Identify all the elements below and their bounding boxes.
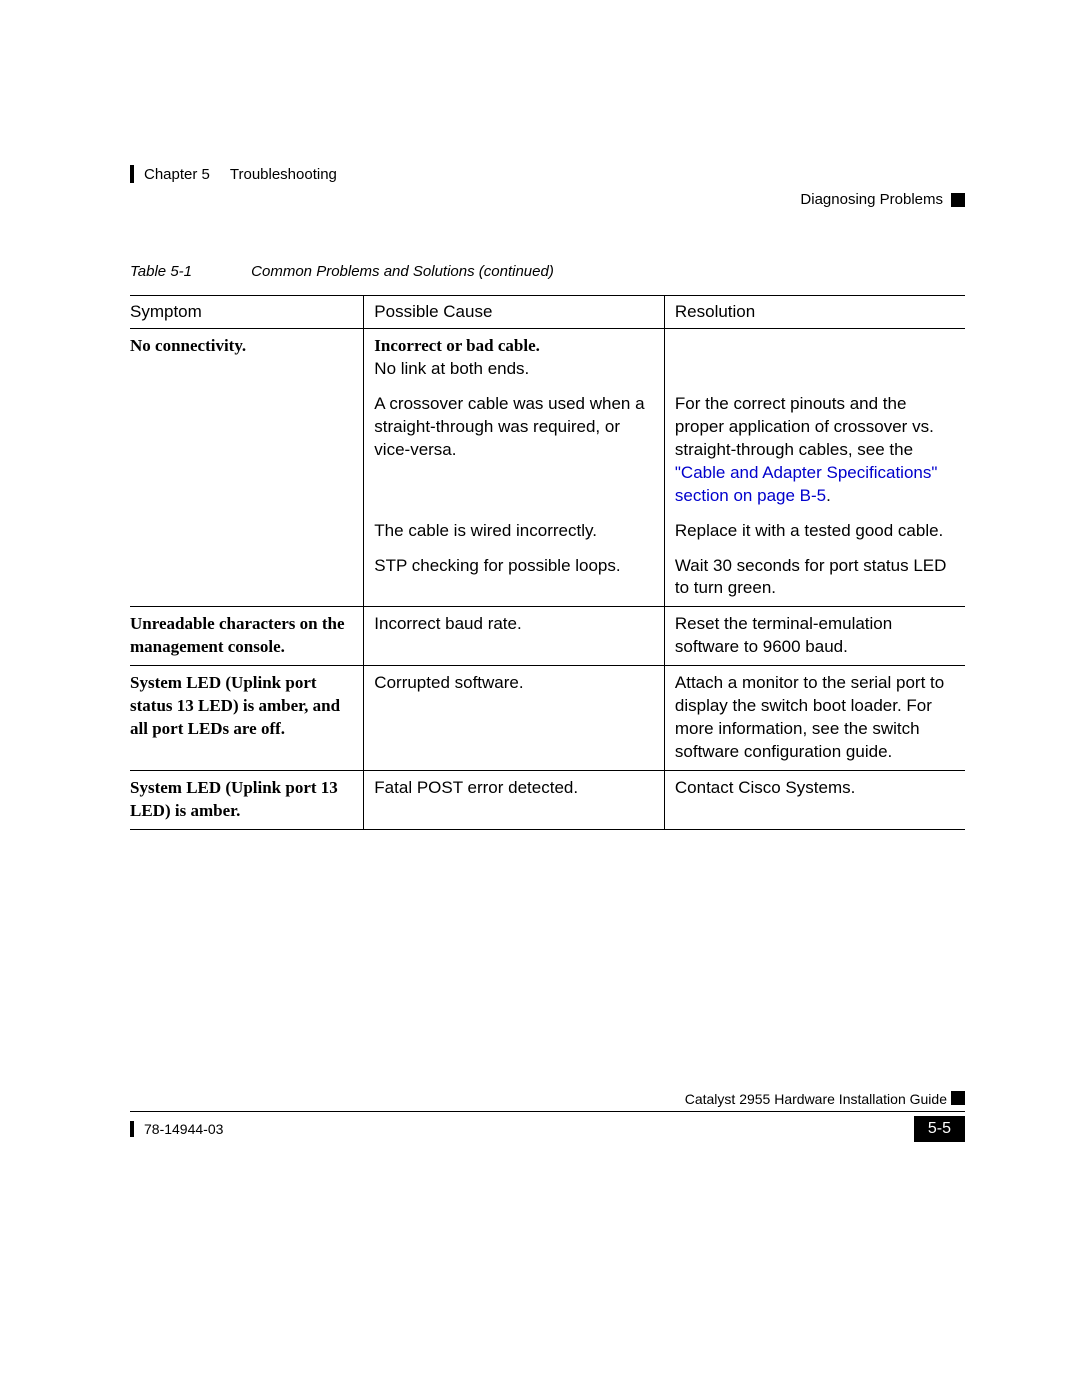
table-row: The cable is wired incorrectly. Replace … [130, 514, 965, 549]
table-row: A crossover cable was used when a straig… [130, 387, 965, 514]
resolution-cell: For the correct pinouts and the proper a… [664, 387, 965, 514]
footer-guide-line: Catalyst 2955 Hardware Installation Guid… [130, 1091, 965, 1107]
chapter-label: Chapter 5 [144, 166, 210, 183]
col-resolution: Resolution [664, 296, 965, 329]
table-row: Unreadable characters on the management … [130, 607, 965, 666]
symptom-cell: No connectivity. [130, 329, 364, 387]
cause-cell: Incorrect or bad cable. No link at both … [364, 329, 665, 387]
resolution-cell: Reset the terminal-emulation software to… [664, 607, 965, 666]
col-symptom: Symptom [130, 296, 364, 329]
table-caption: Table 5-1 Common Problems and Solutions … [130, 263, 965, 280]
symptom-cell: Unreadable characters on the management … [130, 607, 364, 666]
xref-link[interactable]: "Cable and Adapter Specifications" secti… [675, 463, 938, 505]
black-square-icon [951, 1091, 965, 1105]
symptom-cell [130, 514, 364, 549]
resolution-cell: Wait 30 seconds for port status LED to t… [664, 549, 965, 607]
guide-title: Catalyst 2955 Hardware Installation Guid… [685, 1091, 947, 1107]
cause-cell: A crossover cable was used when a straig… [364, 387, 665, 514]
cause-cell: The cable is wired incorrectly. [364, 514, 665, 549]
caption-text: Common Problems and Solutions (continued… [251, 263, 554, 280]
section-title: Diagnosing Problems [800, 191, 943, 208]
cause-bold: Incorrect or bad cable. [374, 335, 654, 358]
chapter-title: Troubleshooting [230, 166, 337, 183]
resolution-cell: Replace it with a tested good cable. [664, 514, 965, 549]
subheader: Diagnosing Problems [130, 191, 965, 208]
res-text-pre: For the correct pinouts and the proper a… [675, 394, 934, 459]
resolution-cell [664, 329, 965, 387]
cause-sub: No link at both ends. [374, 358, 654, 381]
symptom-cell [130, 387, 364, 514]
resolution-cell: Contact Cisco Systems. [664, 771, 965, 830]
symptom-cell: System LED (Uplink port status 13 LED) i… [130, 666, 364, 771]
table-header-row: Symptom Possible Cause Resolution [130, 296, 965, 329]
col-cause: Possible Cause [364, 296, 665, 329]
footer-bar-icon [130, 1121, 134, 1137]
page-number-badge: 5-5 [914, 1116, 965, 1142]
table-row: STP checking for possible loops. Wait 30… [130, 549, 965, 607]
table-row: System LED (Uplink port status 13 LED) i… [130, 666, 965, 771]
black-square-icon [951, 193, 965, 207]
cause-cell: Corrupted software. [364, 666, 665, 771]
cause-cell: Incorrect baud rate. [364, 607, 665, 666]
document-page: Chapter 5 Troubleshooting Diagnosing Pro… [0, 0, 1080, 1397]
symptom-cell: System LED (Uplink port 13 LED) is amber… [130, 771, 364, 830]
symptom-cell [130, 549, 364, 607]
doc-number: 78-14944-03 [144, 1121, 223, 1137]
resolution-cell: Attach a monitor to the serial port to d… [664, 666, 965, 771]
res-text-post: . [826, 486, 831, 505]
page-footer: Catalyst 2955 Hardware Installation Guid… [130, 1091, 965, 1142]
troubleshooting-table: Symptom Possible Cause Resolution No con… [130, 295, 965, 830]
cause-cell: STP checking for possible loops. [364, 549, 665, 607]
header-bar-icon [130, 165, 134, 183]
table-row: No connectivity. Incorrect or bad cable.… [130, 329, 965, 387]
caption-label: Table 5-1 [130, 263, 192, 280]
table-row: System LED (Uplink port 13 LED) is amber… [130, 771, 965, 830]
cause-cell: Fatal POST error detected. [364, 771, 665, 830]
page-header: Chapter 5 Troubleshooting [130, 165, 965, 183]
footer-bottom-line: 78-14944-03 5-5 [130, 1111, 965, 1142]
